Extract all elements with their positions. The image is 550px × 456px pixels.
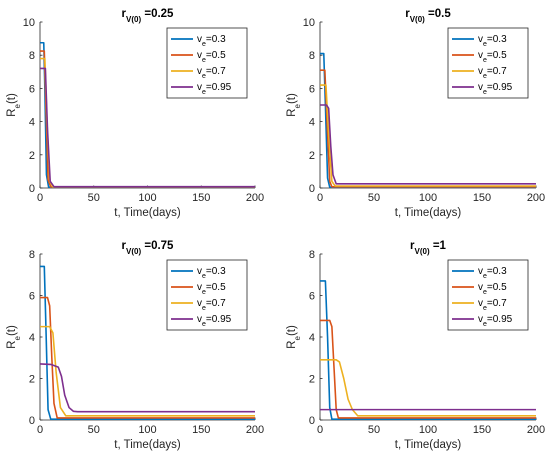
- legend-entry: ve=0.7: [478, 298, 507, 312]
- legend-entry: ve=0.95: [197, 82, 232, 96]
- legend-entry: ve=0.95: [478, 82, 513, 96]
- x-axis-label: t, Time(days): [395, 207, 462, 219]
- x-tick-label: 100: [138, 192, 156, 204]
- x-tick-label: 150: [192, 192, 210, 204]
- y-tick-label: 0: [309, 415, 315, 427]
- subplot-3: 0 50 100 150 200 0 2 4 6 8 rV(0) =0.75 t, Time(days…: [6, 240, 264, 451]
- legend-entry: ve=0.3: [197, 34, 226, 48]
- y-tick-label: 10: [23, 17, 35, 29]
- legend-entry: ve=0.7: [478, 66, 507, 80]
- legend-entry: ve=0.3: [478, 266, 507, 280]
- legend-entry: ve=0.95: [478, 314, 513, 328]
- series-line-4: [320, 104, 536, 185]
- legend: ve=0.3 ve=0.5 ve=0.7 ve=0.95: [166, 27, 248, 99]
- y-tick-label: 2: [29, 374, 35, 386]
- x-tick-label: 0: [37, 424, 43, 436]
- series-line-3: [320, 359, 536, 417]
- y-axis-label: Re(t): [6, 325, 22, 349]
- y-tick-label: 6: [309, 291, 315, 303]
- subplot-2: 0 50 100 150 200 0 2 4 6 8 10 rV(0) =0.5 t, Time(day…: [286, 8, 545, 219]
- series-line-2: [320, 319, 536, 419]
- x-tick-label: 0: [317, 192, 323, 204]
- x-tick-label: 150: [192, 424, 210, 436]
- y-tick-label: 4: [309, 117, 315, 129]
- x-tick-label: 200: [246, 424, 264, 436]
- x-tick-label: 200: [246, 192, 264, 204]
- legend-entry: ve=0.5: [197, 282, 226, 296]
- legend-entry: ve=0.5: [478, 282, 507, 296]
- x-tick-label: 150: [473, 424, 491, 436]
- y-axis-label: Re(t): [6, 93, 22, 117]
- legend-entry: ve=0.3: [478, 34, 507, 48]
- y-tick-label: 2: [309, 374, 315, 386]
- series-line-3: [40, 325, 255, 417]
- y-tick-label: 4: [29, 117, 35, 129]
- series-line-2: [320, 69, 536, 188]
- x-tick-label: 0: [317, 424, 323, 436]
- series-line-3: [320, 84, 536, 187]
- plot-title: rV(0) =0.75: [122, 240, 175, 256]
- plot-title: rV(0) =0.5: [405, 8, 451, 24]
- x-tick-label: 150: [473, 192, 491, 204]
- y-tick-label: 10: [303, 17, 315, 29]
- x-axis-label: t, Time(days): [395, 439, 462, 451]
- x-tick-label: 50: [88, 424, 100, 436]
- legend-entry: ve=0.5: [478, 50, 507, 64]
- legend-entry: ve=0.5: [197, 50, 226, 64]
- y-tick-label: 6: [29, 291, 35, 303]
- y-tick-label: 0: [29, 183, 35, 195]
- x-tick-label: 50: [368, 424, 380, 436]
- series-line-4: [39, 363, 255, 413]
- y-tick-label: 2: [309, 150, 315, 162]
- legend: ve=0.3 ve=0.5 ve=0.7 ve=0.95: [447, 27, 529, 99]
- y-tick-label: 8: [29, 50, 35, 62]
- x-tick-label: 100: [419, 424, 437, 436]
- y-tick-label: 8: [309, 50, 315, 62]
- y-tick-label: 2: [29, 150, 35, 162]
- plot-title: rV(0) =1: [410, 240, 447, 256]
- legend: ve=0.3 ve=0.5 ve=0.7 ve=0.95: [447, 259, 529, 331]
- y-tick-label: 4: [29, 332, 35, 344]
- legend-entry: ve=0.95: [197, 314, 232, 328]
- y-tick-label: 8: [309, 249, 315, 261]
- series-line-1: [320, 280, 536, 420]
- x-tick-label: 50: [368, 192, 380, 204]
- x-tick-label: 100: [419, 192, 437, 204]
- x-tick-label: 200: [527, 424, 545, 436]
- subplot-4: 0 50 100 150 200 0 2 4 6 8 rV(0) =1 t, Time(days) Re…: [286, 240, 545, 451]
- x-axis-label: t, Time(days): [114, 207, 181, 219]
- legend: ve=0.3 ve=0.5 ve=0.7 ve=0.95: [166, 259, 248, 331]
- series-line-1: [40, 265, 255, 420]
- x-tick-label: 50: [88, 192, 100, 204]
- subplot-1: 0 50 100 150 200 0 2 4 6 8 10 rV(0) =0.25 t, Time(da…: [6, 8, 264, 219]
- y-tick-label: 6: [29, 83, 35, 95]
- x-tick-label: 100: [138, 424, 156, 436]
- plot-title: rV(0) =0.25: [122, 8, 175, 24]
- y-tick-label: 6: [309, 83, 315, 95]
- y-tick-label: 0: [29, 415, 35, 427]
- x-tick-label: 0: [37, 192, 43, 204]
- legend-entry: ve=0.3: [197, 266, 226, 280]
- series-line-4: [40, 67, 255, 188]
- series-line-2: [40, 296, 255, 419]
- x-tick-label: 200: [527, 192, 545, 204]
- y-axis-label: Re(t): [286, 325, 302, 349]
- y-axis-label: Re(t): [286, 93, 302, 117]
- x-axis-label: t, Time(days): [114, 439, 181, 451]
- legend-entry: ve=0.7: [197, 298, 226, 312]
- legend-entry: ve=0.7: [197, 66, 226, 80]
- y-tick-label: 4: [309, 332, 315, 344]
- y-tick-label: 0: [309, 183, 315, 195]
- y-tick-label: 8: [29, 249, 35, 261]
